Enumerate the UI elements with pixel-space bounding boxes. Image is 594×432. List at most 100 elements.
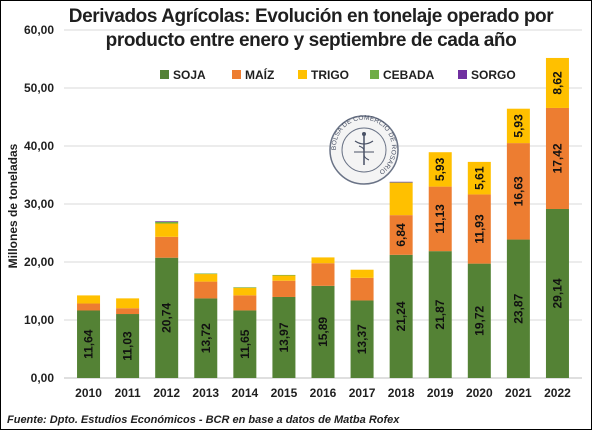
x-tick-label: 2018 [388,386,415,400]
bar-sorgo [155,221,179,222]
bar-maz [467,194,491,264]
legend-label: SOJA [173,68,206,82]
bar-maz [77,303,101,311]
data-label: 8,62 [550,71,564,95]
bar-trigo [350,269,374,278]
bar-trigo [77,295,101,304]
data-label: 23,87 [511,293,525,323]
data-label: 20,74 [160,303,174,333]
legend-swatch [298,70,307,79]
data-label: 6,84 [394,223,408,247]
bar-soja [506,239,530,378]
legend-label: MAÍZ [245,67,274,82]
seal-emblem-top [362,132,366,136]
x-tick-label: 2013 [192,386,219,400]
bar-maz [428,186,452,252]
x-tick-label: 2020 [466,386,493,400]
legend-label: SORGO [471,68,516,82]
data-label: 21,87 [433,299,447,329]
chart-title-line-2: producto entre enero y septiembre de cad… [105,30,517,51]
bar-trigo [428,152,452,187]
bar-maz [506,143,530,240]
bar-maz [116,308,140,315]
bar-soja [428,251,452,378]
x-tick-label: 2019 [427,386,454,400]
x-tick-label: 2022 [544,386,571,400]
seal-emblem-snake [358,145,370,161]
bar-soja [311,285,335,378]
x-tick-label: 2021 [505,386,532,400]
bar-maz [233,295,257,311]
bar-trigo [467,161,491,195]
bar-trigo [272,275,296,281]
x-tick-label: 2012 [153,386,180,400]
legend-label: TRIGO [311,68,349,82]
data-label: 11,65 [238,329,252,359]
y-tick-label: 40,00 [24,139,54,153]
bar-soja [545,208,569,378]
x-tick-label: 2015 [271,386,298,400]
y-tick-label: 0,00 [31,371,55,385]
legend-label: CEBADA [383,68,435,82]
data-label: 15,89 [316,317,330,347]
chart-title: Derivados Agrícolas: Evolución en tonela… [61,5,561,53]
chart-title-line-1: Derivados Agrícolas: Evolución en tonela… [68,6,554,27]
data-label: 13,37 [355,324,369,354]
bar-soja [233,310,257,378]
x-tick-label: 2014 [231,386,258,400]
y-tick-label: 50,00 [24,81,54,95]
bar-trigo [233,287,257,296]
bar-soja [77,310,101,378]
bar-trigo [311,257,335,264]
legend-swatch [370,70,379,79]
y-tick-label: 10,00 [24,313,54,327]
bar-cebada [155,221,179,224]
data-label: 29,14 [550,278,564,308]
data-label: 13,72 [199,323,213,353]
data-label: 21,24 [394,301,408,331]
bar-soja [389,254,413,378]
bar-maz [350,277,374,301]
x-tick-label: 2017 [349,386,376,400]
data-label: 5,61 [472,166,486,190]
bar-soja [194,298,218,378]
bar-maz [389,215,413,255]
bar-maz [272,280,296,297]
y-axis-title: Millones de toneladas [6,143,20,268]
data-label: 17,42 [550,143,564,173]
bar-soja [467,263,491,378]
legend-swatch [458,70,467,79]
bar-trigo [389,182,413,216]
legend-swatch [160,70,169,79]
data-label: 11,64 [82,329,96,359]
bar-maz [545,107,569,209]
bar-cebada [272,274,296,276]
bar-trigo [116,298,140,309]
bar-cebada [233,287,257,288]
bar-soja [116,314,140,378]
x-tick-label: 2016 [310,386,337,400]
data-label: 16,63 [511,176,525,206]
data-label: 11,03 [121,331,135,361]
bar-cebada [194,273,218,275]
x-tick-label: 2010 [75,386,102,400]
bar-soja [350,300,374,378]
data-label: 5,93 [433,157,447,181]
source-note: Fuente: Dpto. Estudios Económicos - BCR … [7,414,400,426]
bar-trigo [155,223,179,237]
data-label: 11,93 [472,214,486,244]
y-tick-label: 20,00 [24,255,54,269]
data-label: 11,13 [433,204,447,234]
x-tick-label: 2011 [115,386,141,400]
bar-maz [194,281,218,299]
bar-soja [155,257,179,378]
seal-inner-ring [341,127,387,173]
data-label: 19,72 [472,305,486,335]
data-label: 13,97 [277,322,291,352]
seal-emblem-wings [354,140,374,145]
data-label: 5,93 [511,114,525,138]
bar-trigo [506,108,530,144]
bar-maz [155,236,179,258]
y-tick-label: 60,00 [24,23,54,37]
